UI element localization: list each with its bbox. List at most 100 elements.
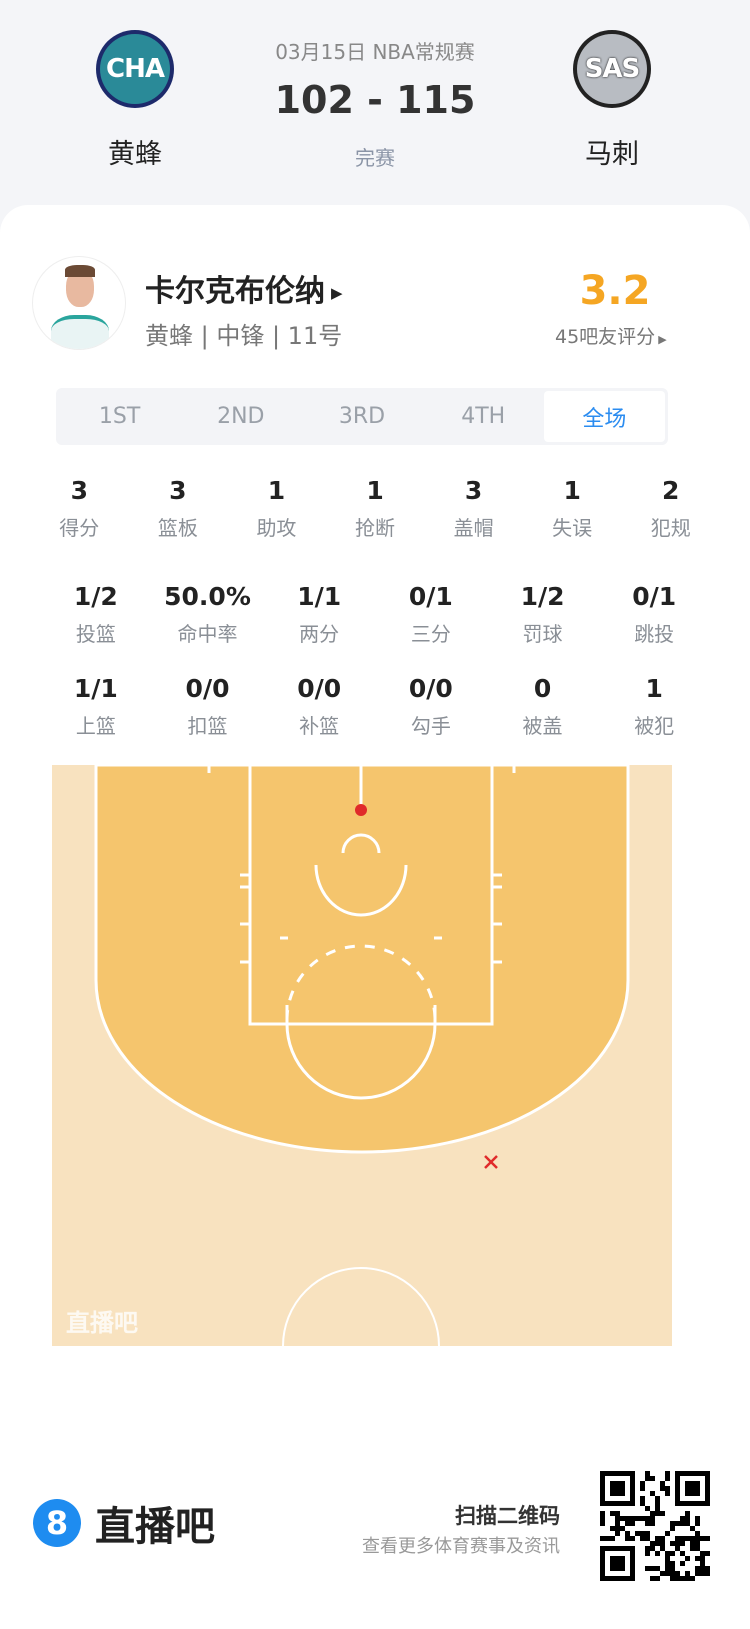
tab-4th[interactable]: 4TH — [461, 404, 506, 429]
tab-2nd[interactable]: 2ND — [217, 404, 265, 429]
rating-link[interactable]: 45吧友评分 ▶ — [555, 322, 667, 349]
stat-item: 0/1 三分 — [375, 582, 487, 647]
stat-label: 被犯 — [634, 714, 675, 738]
stat-label: 得分 — [59, 516, 100, 540]
rating-count: 45吧友评分 — [555, 326, 656, 348]
match-score: 102 - 115 — [274, 78, 476, 122]
brand-name: 直播吧 — [95, 1504, 215, 1550]
footer-brand: 8 直播吧 — [33, 1494, 215, 1552]
shot-made-marker[interactable] — [355, 804, 367, 816]
player-avatar[interactable] — [32, 256, 126, 350]
tab-3rd[interactable]: 3RD — [338, 404, 386, 429]
tab-1st[interactable]: 1ST — [98, 404, 141, 429]
stat-item: 0/1 跳投 — [598, 582, 710, 647]
stat-label: 罚球 — [522, 622, 563, 646]
center-circle — [282, 1267, 440, 1346]
court-watermark: 直播吧 — [66, 1309, 138, 1337]
home-logo-text: CHA — [100, 34, 170, 104]
stat-label: 两分 — [299, 622, 340, 646]
stat-item: 3 盖帽 — [424, 476, 523, 541]
stat-value: 3 — [464, 476, 483, 505]
stats-row-basic: 3 得分 3 篮板 1 助攻 1 抢断 3 盖帽 1 失误 2 犯规 — [30, 476, 720, 541]
stat-label: 跳投 — [634, 622, 675, 646]
inner-arc — [314, 864, 408, 917]
stat-item: 2 犯规 — [621, 476, 720, 541]
stat-label: 扣篮 — [187, 714, 228, 738]
match-status: 完赛 — [355, 146, 395, 170]
stat-value: 0 — [533, 674, 552, 703]
brand-logo-icon: 8 — [33, 1499, 81, 1547]
stat-item: 0 被盖 — [487, 674, 599, 739]
restricted-arc — [341, 833, 381, 854]
stat-value: 1 — [563, 476, 581, 505]
stat-value: 1/2 — [520, 582, 565, 611]
stat-value: 50.0% — [164, 582, 251, 611]
stat-value: 3 — [169, 476, 187, 505]
shot-missed-marker[interactable] — [484, 1155, 498, 1169]
home-team-name[interactable]: 黄蜂 — [108, 139, 162, 170]
away-team-logo[interactable]: SAS — [573, 30, 651, 108]
stat-item: 1/2 罚球 — [487, 582, 599, 647]
stat-label: 补篮 — [299, 714, 340, 738]
caret-right-icon: ▶ — [331, 283, 343, 302]
away-team-name[interactable]: 马刺 — [585, 139, 639, 170]
stat-value: 1/1 — [297, 582, 342, 611]
qr-code[interactable] — [600, 1470, 710, 1582]
stat-value: 0/0 — [408, 674, 453, 703]
stat-item: 1/1 上篮 — [40, 674, 152, 739]
player-name-link[interactable]: 卡尔克布伦纳 ▶ — [145, 266, 343, 310]
caret-right-icon: ▶ — [658, 333, 667, 346]
stat-item: 1/2 投篮 — [40, 582, 152, 647]
stat-item: 0/0 勾手 — [375, 674, 487, 739]
stat-value: 0/0 — [185, 674, 230, 703]
stat-item: 3 得分 — [30, 476, 129, 541]
player-meta: 黄蜂 | 中锋 | 11号 — [145, 322, 343, 350]
stat-label: 被盖 — [522, 714, 563, 738]
stat-value: 0/0 — [297, 674, 342, 703]
stat-item: 3 篮板 — [129, 476, 228, 541]
stat-item: 50.0% 命中率 — [152, 582, 264, 647]
lane-hash-marks — [240, 873, 502, 964]
stats-row-shooting: 1/2 投篮 50.0% 命中率 1/1 两分 0/1 三分 1/2 罚球 0/1 跳投 — [40, 582, 710, 647]
stat-item: 0/0 扣篮 — [152, 674, 264, 739]
stat-value: 1 — [645, 674, 663, 703]
stat-value: 3 — [70, 476, 88, 505]
stat-value: 0/1 — [632, 582, 677, 611]
stat-item: 1 失误 — [523, 476, 622, 541]
stat-label: 失误 — [552, 516, 593, 540]
stat-label: 命中率 — [177, 622, 238, 646]
player-name: 卡尔克布伦纳 — [145, 274, 325, 309]
stat-value: 0/1 — [408, 582, 453, 611]
stat-label: 盖帽 — [453, 516, 494, 540]
paint — [248, 765, 494, 1026]
three-point-area — [94, 765, 630, 1154]
stat-value: 1/2 — [73, 582, 118, 611]
scan-title: 扫描二维码 — [455, 1504, 560, 1528]
stat-value: 2 — [662, 476, 680, 505]
stat-value: 1 — [267, 476, 286, 505]
stat-item: 1 抢断 — [326, 476, 425, 541]
match-date-type: 03月15日 NBA常规赛 — [275, 40, 475, 64]
stats-row-shot-types: 1/1 上篮 0/0 扣篮 0/0 补篮 0/0 勾手 0 被盖 1 被犯 — [40, 674, 710, 739]
stat-label: 抢断 — [355, 516, 396, 540]
stat-item: 1 被犯 — [598, 674, 710, 739]
stat-label: 助攻 — [256, 516, 297, 540]
stat-label: 犯规 — [650, 516, 691, 540]
away-logo-text: SAS — [577, 34, 647, 104]
tab-full-game[interactable]: 全场 — [543, 391, 666, 442]
stat-item: 1/1 两分 — [263, 582, 375, 647]
stat-label: 上篮 — [75, 714, 116, 738]
player-rating: 3.2 — [579, 268, 651, 314]
stat-label: 投篮 — [75, 622, 116, 646]
stat-label: 三分 — [410, 622, 451, 646]
home-team-logo[interactable]: CHA — [96, 30, 174, 108]
shot-chart-court: 直播吧 — [52, 765, 672, 1346]
stat-value: 1 — [366, 476, 384, 505]
stat-label: 勾手 — [410, 714, 451, 738]
stat-value: 1/1 — [73, 674, 118, 703]
free-throw-circle-bottom — [285, 1005, 437, 1100]
stat-item: 1 助攻 — [227, 476, 326, 541]
period-tabs: 1ST 2ND 3RD 4TH 全场 — [56, 388, 668, 445]
scan-subtitle: 查看更多体育赛事及资讯 — [362, 1536, 560, 1557]
stat-item: 0/0 补篮 — [263, 674, 375, 739]
